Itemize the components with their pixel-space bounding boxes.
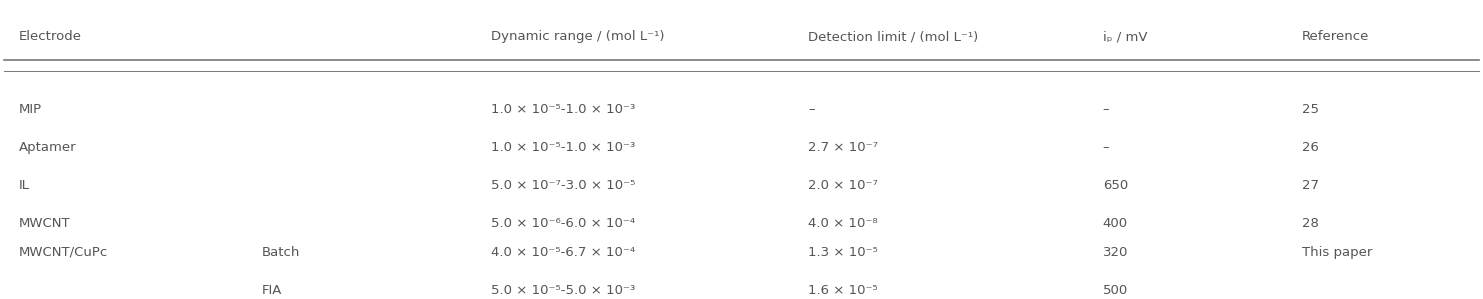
Text: 4.0 × 10⁻⁸: 4.0 × 10⁻⁸: [808, 217, 878, 230]
Text: 5.0 × 10⁻⁷-3.0 × 10⁻⁵: 5.0 × 10⁻⁷-3.0 × 10⁻⁵: [491, 179, 635, 192]
Text: 2.0 × 10⁻⁷: 2.0 × 10⁻⁷: [808, 179, 878, 192]
Text: 25: 25: [1302, 103, 1318, 116]
Text: MIP: MIP: [19, 103, 42, 116]
Text: Reference: Reference: [1302, 30, 1369, 43]
Text: 26: 26: [1302, 141, 1318, 154]
Text: –: –: [1103, 141, 1109, 154]
Text: 4.0 × 10⁻⁵-6.7 × 10⁻⁴: 4.0 × 10⁻⁵-6.7 × 10⁻⁴: [491, 246, 635, 259]
Text: 1.0 × 10⁻⁵-1.0 × 10⁻³: 1.0 × 10⁻⁵-1.0 × 10⁻³: [491, 141, 635, 154]
Text: Detection limit / (mol L⁻¹): Detection limit / (mol L⁻¹): [808, 30, 979, 43]
Text: 5.0 × 10⁻⁵-5.0 × 10⁻³: 5.0 × 10⁻⁵-5.0 × 10⁻³: [491, 284, 635, 297]
Text: Electrode: Electrode: [19, 30, 82, 43]
Text: 320: 320: [1103, 246, 1129, 259]
Text: 2.7 × 10⁻⁷: 2.7 × 10⁻⁷: [808, 141, 878, 154]
Text: IL: IL: [19, 179, 30, 192]
Text: 400: 400: [1103, 217, 1129, 230]
Text: MWCNT: MWCNT: [19, 217, 71, 230]
Text: 650: 650: [1103, 179, 1129, 192]
Text: 1.0 × 10⁻⁵-1.0 × 10⁻³: 1.0 × 10⁻⁵-1.0 × 10⁻³: [491, 103, 635, 116]
Text: 500: 500: [1103, 284, 1129, 297]
Text: MWCNT/CuPc: MWCNT/CuPc: [19, 246, 108, 259]
Text: –: –: [1103, 103, 1109, 116]
Text: 5.0 × 10⁻⁶-6.0 × 10⁻⁴: 5.0 × 10⁻⁶-6.0 × 10⁻⁴: [491, 217, 635, 230]
Text: 1.6 × 10⁻⁵: 1.6 × 10⁻⁵: [808, 284, 878, 297]
Text: 27: 27: [1302, 179, 1318, 192]
Text: 28: 28: [1302, 217, 1318, 230]
Text: This paper: This paper: [1302, 246, 1372, 259]
Text: iₚ / mV: iₚ / mV: [1103, 30, 1148, 43]
Text: FIA: FIA: [262, 284, 283, 297]
Text: Batch: Batch: [262, 246, 301, 259]
Text: –: –: [808, 103, 814, 116]
Text: Dynamic range / (mol L⁻¹): Dynamic range / (mol L⁻¹): [491, 30, 664, 43]
Text: 1.3 × 10⁻⁵: 1.3 × 10⁻⁵: [808, 246, 878, 259]
Text: Aptamer: Aptamer: [19, 141, 77, 154]
